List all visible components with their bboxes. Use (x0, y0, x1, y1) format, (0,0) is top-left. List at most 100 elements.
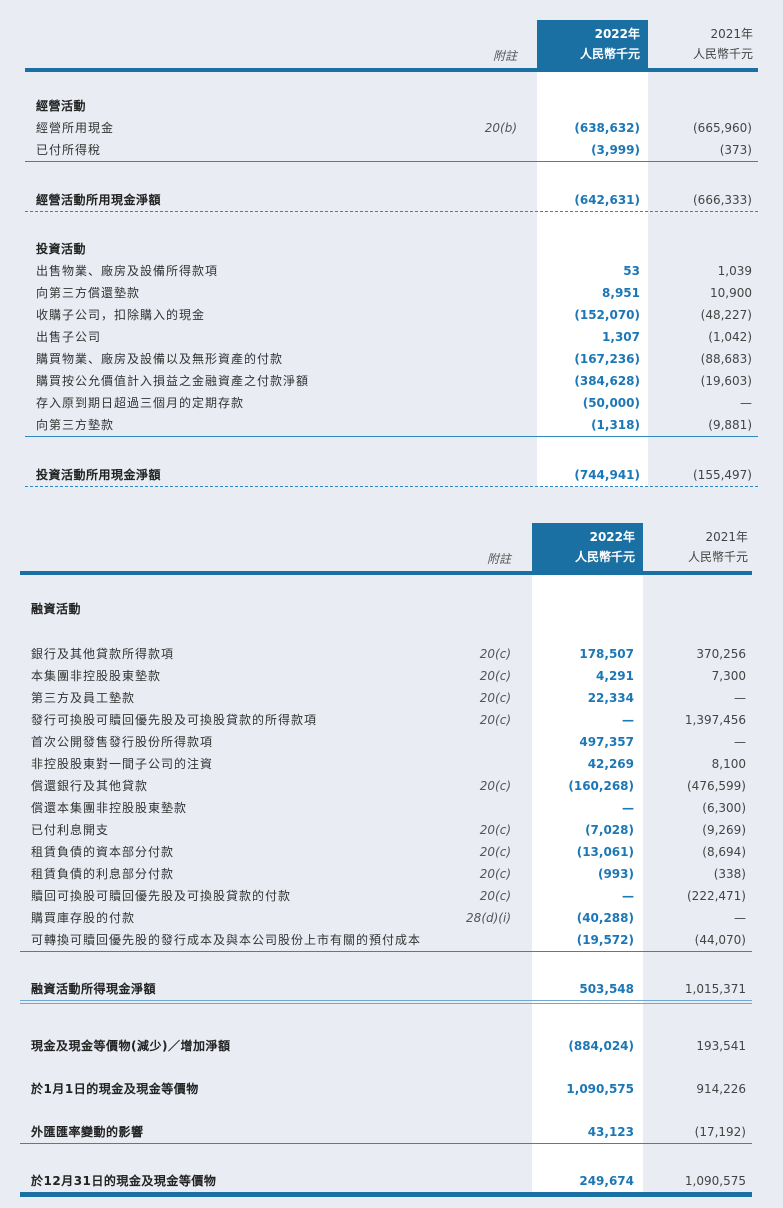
table-row: 贖回可換股可贖回優先股及可換股貸款的付款 20(c) — (222,471) (20, 885, 752, 907)
row-label: 經營活動所用現金淨額 (36, 193, 162, 207)
value-2022: (50,000) (582, 396, 640, 410)
value-2022: 22,334 (587, 691, 634, 705)
header-rule (25, 68, 758, 72)
value-2021: (19,603) (700, 374, 752, 388)
row-note: 20(c) (479, 845, 511, 859)
table-row: 出售物業、廠房及設備所得款項 53 1,039 (25, 260, 758, 282)
header-rule (20, 571, 752, 575)
prior-year-unit: 人民幣千元 (687, 550, 748, 564)
total-row: 經營活動所用現金淨額 (642,631) (666,333) (25, 189, 758, 212)
value-2021: (666,333) (693, 193, 752, 207)
value-2022: 42,269 (587, 757, 634, 771)
prior-year-label: 2021年 (710, 27, 753, 41)
value-2021: (8,694) (702, 845, 746, 859)
row-label: 融資活動所得現金淨額 (31, 982, 157, 996)
table-header: 附註 2022年 人民幣千元 2021年人民幣千元 (20, 523, 752, 571)
total-row: 於1月1日的現金及現金等價物 1,090,575 914,226 (20, 1078, 752, 1100)
value-2021: (44,070) (694, 933, 746, 947)
total-row: 融資活動所得現金淨額 503,548 1,015,371 (20, 978, 752, 1004)
value-2021: 1,039 (717, 264, 752, 278)
value-2022: 43,123 (587, 1125, 634, 1139)
row-label: 已付利息開支 (31, 823, 110, 837)
value-2021: (373) (719, 143, 752, 157)
value-2022: (152,070) (574, 308, 640, 322)
value-2022: (3,999) (591, 143, 640, 157)
value-2021: 1,397,456 (684, 713, 746, 727)
value-2021: 370,256 (696, 647, 746, 661)
row-label: 已付所得稅 (36, 143, 102, 157)
value-2021: (6,300) (702, 801, 746, 815)
value-2022: (884,024) (568, 1039, 634, 1053)
row-label: 贖回可換股可贖回優先股及可換股貸款的付款 (31, 889, 292, 903)
row-label: 融資活動 (31, 602, 82, 616)
row-note: 20(c) (479, 823, 511, 837)
table-row: 已付所得稅 (3,999) (373) (25, 139, 758, 162)
row-note: 20(c) (479, 713, 511, 727)
value-2022: — (622, 801, 634, 815)
table-row: 租賃負債的利息部分付款 20(c) (993) (338) (20, 863, 752, 885)
value-2022: (160,268) (568, 779, 634, 793)
value-2021: 8,100 (711, 757, 746, 771)
table-row: 償還本集團非控股股東墊款 — (6,300) (20, 797, 752, 819)
table-row: 向第三方償還墊款 8,951 10,900 (25, 282, 758, 304)
table-row: 出售子公司 1,307 (1,042) (25, 326, 758, 348)
table-row: 本集團非控股股東墊款 20(c) 4,291 7,300 (20, 665, 752, 687)
row-label: 投資活動所用現金淨額 (36, 468, 162, 482)
row-label: 購買庫存股的付款 (31, 911, 136, 925)
row-label: 首次公開發售發行股份所得款項 (31, 735, 214, 749)
value-2022: (638,632) (574, 121, 640, 135)
value-2021: 1,015,371 (684, 982, 746, 996)
table-row: 首次公開發售發行股份所得款項 497,357 — (20, 731, 752, 753)
row-note: 20(c) (479, 779, 511, 793)
table-row: 發行可換股可贖回優先股及可換股貸款的所得款項 20(c) — 1,397,456 (20, 709, 752, 731)
value-2021: (476,599) (687, 779, 746, 793)
row-label: 購買按公允價值計入損益之金融資產之付款淨額 (36, 374, 310, 388)
row-label: 發行可換股可贖回優先股及可換股貸款的所得款項 (31, 713, 318, 727)
value-2022: 503,548 (579, 982, 634, 996)
row-label: 第三方及員工墊款 (31, 691, 136, 705)
section-heading: 經營活動 (25, 95, 758, 117)
row-label: 租賃負債的利息部分付款 (31, 867, 175, 881)
current-year-unit: 人民幣千元 (579, 47, 640, 61)
value-2022: (1,318) (591, 418, 640, 432)
table-row: 銀行及其他貸款所得款項 20(c) 178,507 370,256 (20, 643, 752, 665)
value-2021: — (734, 691, 746, 705)
value-2021: (155,497) (693, 468, 752, 482)
table-row: 購買物業、廠房及設備以及無形資產的付款 (167,236) (88,683) (25, 348, 758, 370)
row-label: 可轉換可贖回優先股的發行成本及與本公司股份上市有關的預付成本 (31, 933, 422, 947)
value-2022: (167,236) (574, 352, 640, 366)
row-note: 20(b) (484, 121, 517, 135)
prior-year-header: 2021年 人民幣千元 (648, 20, 761, 68)
current-year-label: 2022年 (589, 530, 635, 544)
row-note: 20(c) (479, 647, 511, 661)
value-2021: (222,471) (687, 889, 746, 903)
table-row: 租賃負債的資本部分付款 20(c) (13,061) (8,694) (20, 841, 752, 863)
row-label: 租賃負債的資本部分付款 (31, 845, 175, 859)
value-2022: (40,288) (576, 911, 634, 925)
row-label: 本集團非控股股東墊款 (31, 669, 162, 683)
row-label: 出售子公司 (36, 330, 102, 344)
value-2021: 914,226 (696, 1082, 746, 1096)
value-2022: (19,572) (576, 933, 634, 947)
row-label: 經營活動 (36, 99, 87, 113)
value-2021: — (734, 911, 746, 925)
value-2021: (17,192) (694, 1125, 746, 1139)
value-2022: 1,090,575 (566, 1082, 634, 1096)
value-2022: (642,631) (574, 193, 640, 207)
current-year-header: 2022年 人民幣千元 (532, 523, 643, 571)
row-label: 購買物業、廠房及設備以及無形資產的付款 (36, 352, 284, 366)
value-2021: (1,042) (708, 330, 752, 344)
prior-year-label: 2021年 (705, 530, 748, 544)
table-row: 償還銀行及其他貸款 20(c) (160,268) (476,599) (20, 775, 752, 797)
row-note: 20(c) (479, 867, 511, 881)
row-note: 20(c) (479, 691, 511, 705)
note-column-header: 附註 (492, 49, 517, 63)
value-2022: (13,061) (576, 845, 634, 859)
value-2022: 497,357 (579, 735, 634, 749)
table-row: 可轉換可贖回優先股的發行成本及與本公司股份上市有關的預付成本 (19,572) (4… (20, 929, 752, 952)
table-row: 第三方及員工墊款 20(c) 22,334 — (20, 687, 752, 709)
value-2022: 249,674 (579, 1174, 634, 1188)
note-column-header: 附註 (486, 552, 511, 566)
financing-table: 附註 2022年 人民幣千元 2021年人民幣千元融資活動銀行及其他貸款所得款項 20(… (20, 523, 752, 1197)
current-year-column-band (532, 523, 643, 1197)
